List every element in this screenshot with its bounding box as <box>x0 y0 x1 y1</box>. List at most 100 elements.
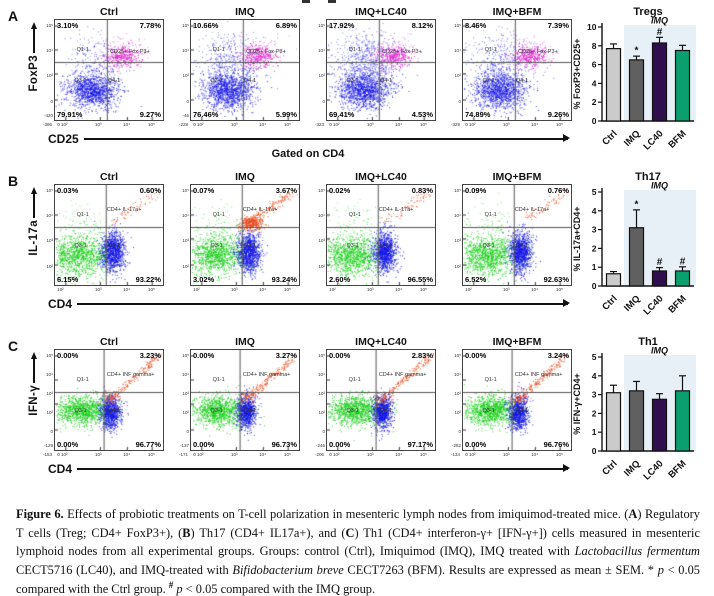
quadrant-pct-bottom-right: 97.17% <box>407 439 433 449</box>
category-label: Ctrl <box>600 293 619 312</box>
bar-imq <box>628 390 645 452</box>
x-tick-label: 10² <box>465 287 472 292</box>
quadrant-gate-label-q2: CD25+ Fox-P3+ <box>246 49 286 55</box>
x-tick-label: 10⁴ <box>395 452 403 457</box>
bar-bfm <box>674 270 691 287</box>
caption-segment: < 0.05 compared with the IMQ group. <box>182 582 376 596</box>
quadrant-pct-bottom-right: 5.99% <box>275 109 297 119</box>
bar-ctrl <box>605 392 622 452</box>
quadrant-gate-label-q2: CD4+ INF gamma+ <box>378 372 427 378</box>
quadrant-gate-label-q1: Q1-1 <box>348 47 361 53</box>
panel-b: B IL-17a Ctrl 10⁵ 10⁴ 10³ 10² 0.03% 0.60% 6… <box>8 171 714 326</box>
scatter-plot-box: 0.07% 3.67% 3.02% 93.24% Q1-1 CD4+ IL-17… <box>190 184 300 286</box>
x-axis-a: CD25 <box>44 131 572 146</box>
y-tick-label: 0 <box>322 98 325 104</box>
quadrant-gate-label-q3: Q3-1 <box>74 408 87 414</box>
quadrant-gate-label-q3: Q3-1 <box>346 78 359 84</box>
quadrant-gate-label-q2: CD4+ IL-17a+ <box>378 207 414 213</box>
plot-title: IMQ+BFM <box>492 6 542 18</box>
y-tick-label: 10⁵ <box>454 188 461 194</box>
y-tick-label: 10⁴ <box>46 371 53 377</box>
quadrant-pct-top-right: 8.12% <box>411 21 433 30</box>
x-tick-label: 10⁵ <box>147 452 155 457</box>
y-tick-label: 10² <box>46 409 53 415</box>
flow-plot-area: 10⁵ 10⁴ 10³ 10² 0 -246 0.00% 2.83% 0.00% 97.1… <box>316 349 436 451</box>
quadrant-pct-top-left: 10.66% <box>193 21 219 30</box>
y-tick-label: 10² <box>318 409 325 415</box>
plot-title: IMQ <box>235 171 255 183</box>
flow-plot-a4: IMQ+BFM 10⁵ 10⁴ 10³ 0 8.46% 7.39% 74.89% 9.… <box>451 6 572 130</box>
significance-marker: # <box>680 256 686 267</box>
y-tick-label: 10⁴ <box>182 48 189 54</box>
x-tick-label: 10⁵ <box>419 452 427 457</box>
quadrant-gate-label-q3: Q3-1 <box>346 243 359 249</box>
y-tick-label: 0 <box>50 98 53 104</box>
quadrant-pct-top-left: 0.09% <box>465 186 487 195</box>
x-axis-arrow-icon <box>83 134 571 142</box>
quadrant-gate-label-q1: Q1-1 <box>76 212 89 218</box>
quadrant-pct-bottom-right: 93.22% <box>135 274 161 284</box>
figure-caption: Figure 6. Effects of probiotic treatment… <box>8 501 714 596</box>
y-tick-label: 10⁵ <box>318 23 325 29</box>
x-tick-label: 10⁵ <box>283 122 291 127</box>
x-tick-label: 10³ <box>231 122 238 127</box>
y-tick-label: 10⁵ <box>46 188 53 194</box>
scatter-canvas <box>191 185 299 285</box>
scatter-canvas <box>463 20 571 120</box>
scatter-plot-box: 8.46% 7.39% 74.89% 9.26% Q1-1 CD25+ Fox-… <box>462 19 572 121</box>
x-axis-label: CD25 <box>48 131 79 146</box>
caption-segment: Effects of probiotic treatments on T-cel… <box>63 507 629 521</box>
y-axis-ticks: 10⁵ 10⁴ 10³ 0 -46 <box>180 19 190 121</box>
gated-on-cd4-label: Gated on CD4 <box>271 148 345 160</box>
plot-title: IMQ+LC40 <box>355 171 407 183</box>
y-tick-label: 4 <box>592 371 597 381</box>
x-tick-label: 0 10² <box>193 122 204 127</box>
plot-title: IMQ <box>235 336 255 348</box>
x-tick-label: 0 10² <box>193 452 204 457</box>
x-axis-arrow-icon <box>77 464 570 472</box>
flow-plot-c3: IMQ+LC40 10⁵ 10⁴ 10³ 10² 0 -246 0.00% 2.83% 0… <box>315 336 436 460</box>
quadrant-pct-top-left: 8.46% <box>465 21 487 30</box>
bar-imq <box>628 59 645 122</box>
quadrant-pct-top-right: 3.24% <box>547 351 569 360</box>
y-tick-label: 10⁴ <box>318 213 325 219</box>
y-tick-label: 0 <box>186 428 189 434</box>
scatter-plot-box: 17.92% 8.12% 69.41% 4.53% Q1-1 CD25+ Fox… <box>326 19 436 121</box>
quadrant-pct-top-right: 3.27% <box>275 351 297 360</box>
y-tick-label: 10³ <box>318 390 325 396</box>
caption-segment: Figure 6. <box>16 507 64 521</box>
x-axis-min-label: -153 <box>43 452 53 457</box>
scatter-plot-box: 0.00% 2.83% 0.00% 97.17% Q1-1 CD4+ INF g… <box>326 349 436 451</box>
flow-plot-area: 10⁵ 10⁴ 10³ 10² 0.07% 3.67% 3.02% 93.24% Q1… <box>180 184 300 286</box>
quadrant-pct-top-right: 0.83% <box>411 186 433 195</box>
x-tick-label: 0 10² <box>465 452 476 457</box>
y-tick-label: 0 <box>322 428 325 434</box>
x-tick-label: 10³ <box>95 122 102 127</box>
quadrant-gate-label-q1: Q1-1 <box>348 212 361 218</box>
category-label: Ctrl <box>600 458 619 477</box>
imq-group-label: IMQ <box>651 181 668 191</box>
scatter-canvas <box>55 20 163 120</box>
y-tick-label: 10⁴ <box>46 48 53 54</box>
x-tick-label: 10⁴ <box>123 122 131 127</box>
panel-c: C IFN-γ Ctrl 10⁵ 10⁴ 10³ 10² 0 -129 0.00% 3.2… <box>8 336 714 491</box>
significance-marker: * <box>635 199 639 210</box>
quadrant-gate-label-q2: CD25+ Fox-P3+ <box>382 49 422 55</box>
x-axis-ticks: 0 10² 10³ 10⁴ 10⁵ -134 <box>451 451 570 460</box>
y-axis-ticks: 10⁵ 10⁴ 10³ 0 <box>316 19 326 121</box>
y-tick-label: 10⁴ <box>454 371 461 377</box>
quadrant-pct-top-right: 6.89% <box>275 21 297 30</box>
scatter-canvas <box>55 185 163 285</box>
quadrant-pct-top-left: 17.92% <box>329 21 355 30</box>
quadrant-pct-bottom-left: 79.91% <box>57 109 83 119</box>
x-tick-label: 10⁴ <box>395 122 403 127</box>
x-tick-label: 0 10² <box>329 452 340 457</box>
y-tick-label: 10⁵ <box>454 353 461 359</box>
quadrant-pct-bottom-left: 76.46% <box>193 109 219 119</box>
panel-b-y-axis: IL-17a <box>23 187 44 287</box>
y-tick-label: 10³ <box>46 238 53 244</box>
x-axis-ticks: 0 10² 10³ 10⁴ 10⁵ -206 <box>315 451 434 460</box>
x-axis-ticks: 10² 10³ 10⁴ 10⁵ <box>462 286 570 295</box>
plot-title: IMQ+LC40 <box>355 6 407 18</box>
